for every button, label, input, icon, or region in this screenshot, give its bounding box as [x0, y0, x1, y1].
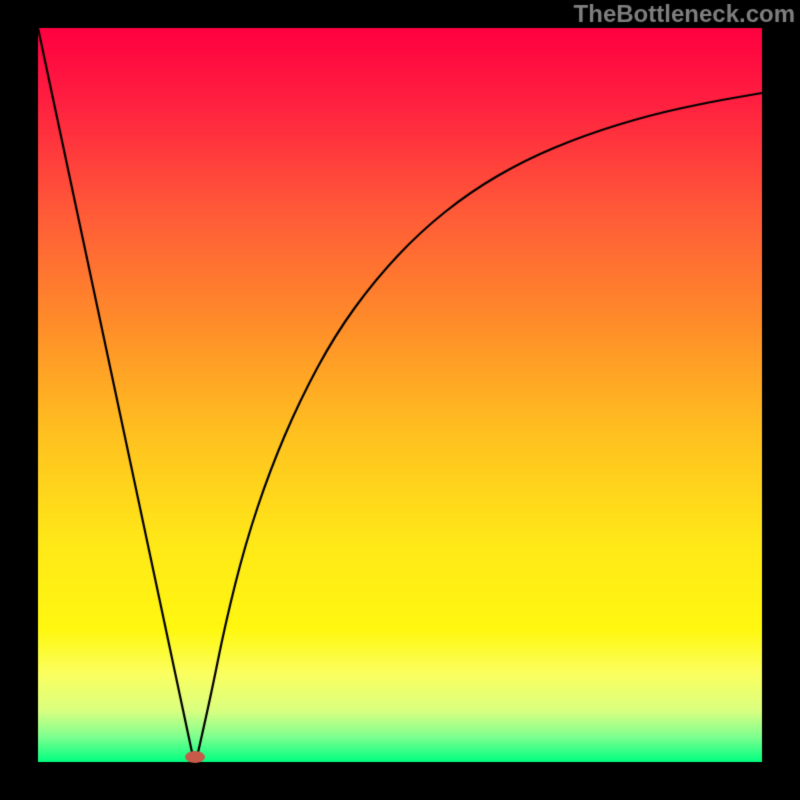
bottleneck-chart: [0, 0, 800, 800]
